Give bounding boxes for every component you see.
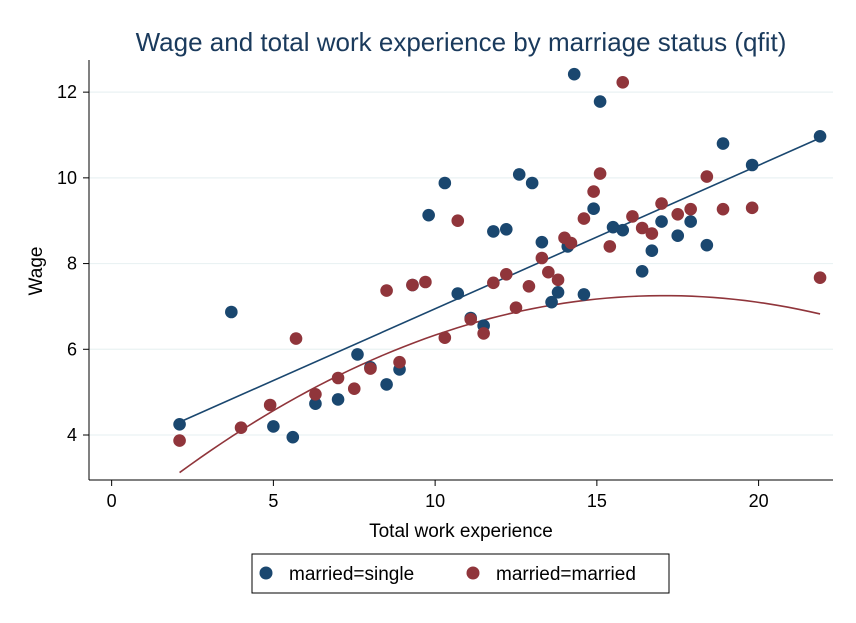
- legend-marker-married: [466, 566, 480, 580]
- data-point-single: [525, 176, 539, 190]
- data-point-single: [577, 288, 591, 301]
- data-point-single: [512, 168, 526, 181]
- x-tick-label: 10: [425, 491, 445, 511]
- y-tick-label: 6: [67, 339, 77, 359]
- data-points: [173, 67, 827, 447]
- y-tick-label: 10: [57, 168, 77, 188]
- data-point-married: [745, 201, 759, 215]
- data-point-single: [700, 238, 714, 252]
- legend-box: [251, 553, 670, 594]
- data-point-single: [173, 417, 186, 431]
- legend-label-married: married=married: [496, 564, 636, 585]
- data-point-single: [813, 129, 827, 143]
- chart-title: Wage and total work experience by marria…: [136, 27, 787, 57]
- data-point-married: [655, 197, 668, 210]
- data-point-single: [499, 222, 513, 236]
- data-point-married: [700, 170, 714, 183]
- x-axis-label: Total work experience: [369, 521, 553, 542]
- legend: married=single married=married: [251, 553, 670, 594]
- data-point-married: [645, 227, 659, 240]
- data-point-single: [286, 430, 300, 444]
- data-point-married: [716, 202, 730, 216]
- data-point-single: [422, 208, 435, 222]
- data-point-married: [406, 278, 419, 292]
- data-point-single: [438, 176, 452, 190]
- data-point-single: [671, 229, 685, 243]
- data-point-single: [451, 287, 465, 300]
- data-point-single: [593, 95, 607, 108]
- data-point-married: [487, 276, 500, 290]
- data-point-single: [716, 137, 730, 150]
- y-tick-label: 12: [57, 82, 77, 102]
- data-point-single: [380, 378, 393, 391]
- data-point-single: [487, 225, 500, 238]
- data-point-single: [606, 220, 620, 234]
- data-point-married: [393, 355, 406, 369]
- x-tick-label: 15: [587, 491, 607, 511]
- data-point-married: [331, 371, 345, 385]
- data-point-single: [351, 348, 364, 361]
- x-tick-label: 0: [107, 491, 117, 511]
- y-axis-label: Wage: [26, 247, 47, 296]
- data-point-married: [509, 301, 523, 315]
- data-point-married: [464, 312, 478, 326]
- data-point-married: [289, 332, 303, 345]
- data-point-married: [635, 221, 649, 235]
- fit-line-single: [179, 137, 821, 423]
- data-point-single: [545, 295, 558, 309]
- data-point-single: [535, 235, 549, 249]
- data-point-single: [635, 264, 649, 278]
- grid-lines: [89, 91, 833, 436]
- data-point-married: [535, 251, 549, 265]
- data-point-single: [745, 158, 759, 172]
- data-point-married: [234, 421, 248, 435]
- data-point-married: [347, 382, 361, 396]
- data-point-single: [645, 244, 659, 258]
- legend-label-single: married=single: [289, 564, 414, 585]
- data-point-married: [626, 210, 639, 223]
- data-point-married: [542, 265, 555, 279]
- data-point-single: [267, 420, 280, 433]
- x-tick-label: 20: [749, 491, 769, 511]
- data-point-married: [593, 167, 607, 180]
- data-point-married: [380, 284, 393, 297]
- fit-lines: [179, 137, 821, 474]
- data-point-single: [684, 215, 697, 228]
- data-point-married: [263, 398, 277, 412]
- data-point-married: [813, 271, 827, 285]
- data-point-married: [587, 185, 600, 198]
- data-point-married: [551, 273, 565, 287]
- data-point-married: [616, 75, 630, 89]
- data-point-married: [577, 212, 591, 225]
- data-point-married: [499, 267, 513, 281]
- data-point-married: [364, 362, 377, 375]
- y-tick-label: 8: [67, 254, 77, 274]
- data-point-married: [564, 236, 578, 250]
- x-tick-label: 5: [268, 491, 278, 511]
- data-point-single: [567, 67, 581, 81]
- data-point-married: [477, 327, 490, 340]
- data-point-single: [309, 397, 322, 411]
- data-point-single: [655, 215, 668, 228]
- fit-curve-married: [179, 294, 821, 474]
- data-point-married: [522, 279, 536, 293]
- data-point-single: [616, 223, 630, 237]
- data-point-married: [309, 387, 322, 401]
- data-point-single: [587, 202, 600, 216]
- data-point-single: [551, 285, 565, 299]
- axes: 4 6 8 10 12 0 5 10 15 20: [57, 60, 833, 511]
- data-point-married: [671, 207, 685, 221]
- data-point-married: [419, 275, 432, 289]
- data-point-single: [225, 305, 238, 319]
- data-point-married: [173, 434, 186, 447]
- data-point-married: [438, 331, 452, 345]
- data-point-single: [331, 393, 345, 406]
- data-point-married: [451, 214, 465, 228]
- legend-marker-single: [259, 566, 273, 580]
- data-point-married: [603, 240, 617, 253]
- data-point-married: [684, 202, 697, 216]
- y-tick-label: 4: [67, 425, 77, 445]
